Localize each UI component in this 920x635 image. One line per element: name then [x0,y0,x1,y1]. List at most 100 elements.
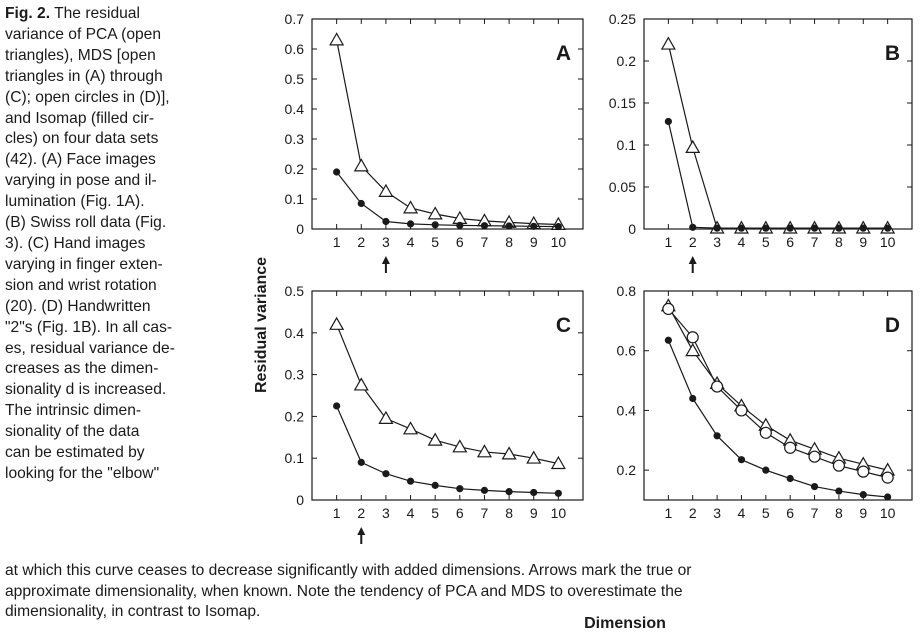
data-point-open-circle [808,450,821,463]
data-point-filled-circle [810,224,819,232]
data-point-filled-circle [456,221,464,229]
caption-line: (B) Swiss roll data (Fig. [5,214,167,232]
data-point-triangle [378,410,394,424]
caption-line: can be estimated by [5,444,145,462]
y-tick-label: 0 [296,492,304,508]
data-point-filled-circle [480,222,489,230]
panel-label: B [885,42,900,65]
data-point-filled-circle [835,224,843,232]
caption-line: 3). (C) Hand images [5,234,146,252]
x-tick-label: 8 [835,505,843,521]
figure-caption-bottom: at which this curve ceases to decrease s… [5,561,920,623]
x-tick-label: 5 [431,505,439,521]
data-point-filled-circle [713,224,721,232]
chart-panel-c: 0 0.1 0.2 0.3 0.4 0.5 1 2 3 4 5 6 7 8 9 10 C [285,283,584,544]
y-tick-label: 0.5 [285,283,305,299]
data-point-filled-circle [884,224,892,232]
series-line [667,121,888,229]
x-tick-label: 4 [407,505,415,521]
data-point-filled-circle [786,224,794,232]
caption-line: Fig. 2. The residual [5,5,140,22]
caption-line: The intrinsic dimen- [5,402,142,420]
data-point-filled-circle [689,394,697,403]
data-point-triangle [403,421,419,435]
caption-line: varying in pose and il- [5,172,157,190]
data-point-open-circle [832,459,846,472]
x-tick-label: 3 [382,234,390,250]
data-point-triangle [526,450,542,464]
x-tick-label: 1 [664,505,672,521]
x-tick-label: 9 [859,505,867,521]
x-tick-label: 7 [811,234,819,250]
caption-line: lumination (Fig. 1A). [5,193,145,211]
caption-line: at which this curve ceases to decrease s… [5,562,692,579]
data-point-open-circle [784,441,797,454]
caption-line: cles) on four data sets [5,130,159,148]
figure-label: Fig. 2. [5,5,51,22]
data-point-open-circle [686,331,699,344]
data-point-triangle [550,455,566,470]
y-axis-label: Residual variance [253,257,270,393]
x-tick-label: 5 [762,505,770,521]
data-point-open-circle [735,404,748,417]
y-tick-label: 0.2 [617,462,637,478]
data-point-filled-circle [406,477,415,485]
plot-frame [643,18,913,230]
caption-line: varying in finger exten- [5,255,163,273]
data-point-triangle [329,32,345,46]
x-tick-label: 3 [382,505,390,521]
data-point-triangle [403,200,419,214]
data-point-triangle [685,139,701,153]
data-point-filled-circle [689,223,697,231]
data-point-filled-circle [664,117,672,126]
figure-caption-side: Fig. 2. The residual variance of PCA (op… [5,4,193,485]
x-tick-label: 9 [530,505,538,521]
caption-line: triangles in (A) through [5,67,163,85]
data-point-filled-circle [762,224,770,232]
x-tick-label: 3 [713,234,721,250]
series-line [667,44,888,229]
data-point-triangle [427,206,443,220]
x-tick-label: 2 [357,234,365,250]
x-tick-label: 3 [713,505,721,521]
data-point-filled-circle [737,456,746,464]
data-point-open-circle [710,380,724,393]
data-point-open-circle [857,465,870,478]
y-tick-label: 0.1 [285,191,305,207]
data-point-triangle [427,432,443,446]
x-tick-label: 1 [664,234,672,250]
data-point-triangle [476,444,492,458]
data-point-filled-circle [406,220,415,228]
x-tick-label: 7 [481,234,489,250]
caption-line: looking for the "elbow" [5,464,160,482]
x-tick-label: 2 [689,505,697,521]
y-tick-label: 0.2 [285,161,305,177]
data-point-filled-circle [664,336,672,344]
data-point-triangle [353,377,369,391]
data-point-filled-circle [456,485,464,493]
data-point-filled-circle [530,488,538,497]
caption-line: (C); open circles in (D)], [5,88,170,106]
caption-line: approximate dimensionality, when known. … [5,582,683,600]
x-tick-label: 10 [551,505,567,521]
x-tick-label: 6 [786,505,794,521]
data-point-triangle [353,158,369,172]
series-line [667,308,888,479]
series-line [667,305,888,471]
data-point-filled-circle [505,488,513,496]
plot-frame [311,18,584,230]
x-tick-label: 4 [407,234,415,250]
series-line [336,405,559,494]
data-point-triangle [329,316,345,330]
x-tick-label: 9 [859,234,867,250]
x-tick-label: 5 [762,234,770,250]
caption-line: creases as the dimen- [5,360,159,378]
data-point-filled-circle [859,491,867,499]
x-tick-label: 9 [530,234,538,250]
y-tick-label: 0.2 [617,53,637,69]
series-line [336,324,559,465]
x-axis-label: Dimension [584,615,666,632]
y-tick-label: 0.5 [285,71,305,87]
dimension-arrow-head [381,256,390,264]
dimension-arrow-head [688,256,697,264]
